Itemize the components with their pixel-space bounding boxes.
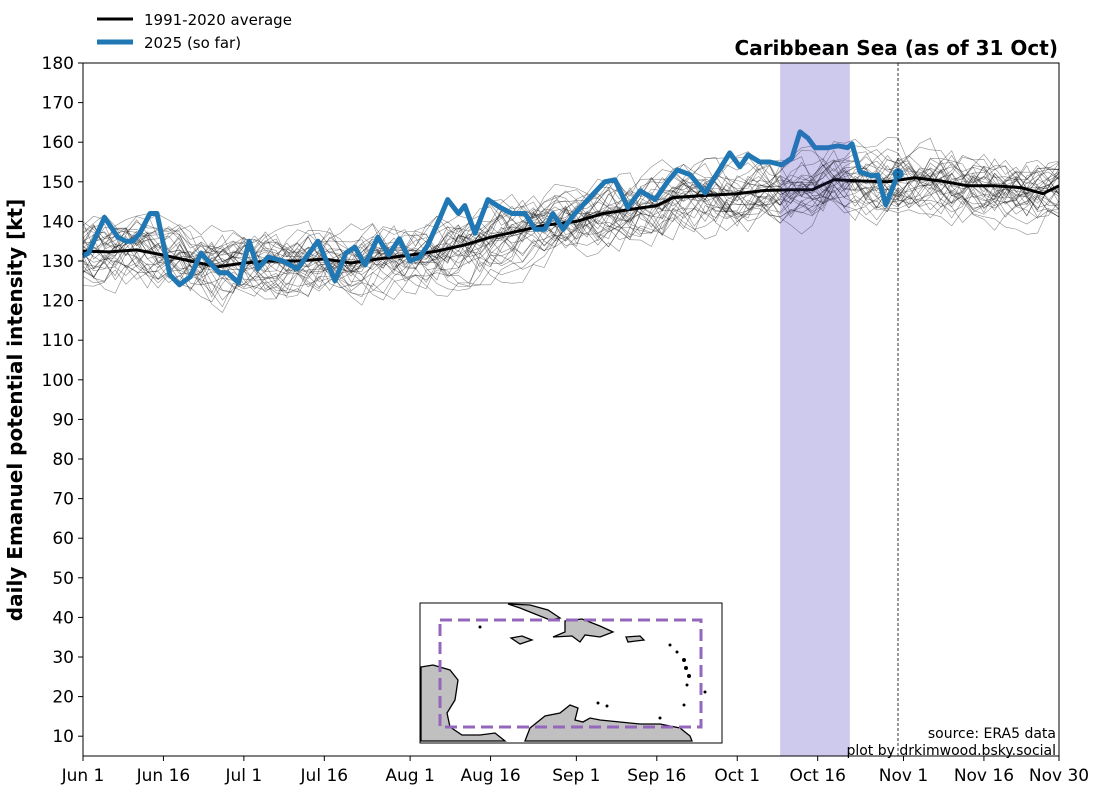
y-tick-label: 170	[42, 94, 74, 114]
x-tick-label: Aug 16	[460, 766, 520, 786]
ensemble-lines	[82, 137, 1060, 313]
y-tick-label: 50	[52, 569, 74, 589]
x-tick-label: Oct 16	[789, 766, 845, 786]
plot-frame	[82, 62, 1060, 757]
x-tick-label: Nov 1	[879, 766, 928, 786]
y-tick-label: 70	[52, 490, 74, 510]
land-hispaniola	[552, 618, 615, 643]
legend-label-2025: 2025 (so far)	[144, 34, 241, 52]
land-jamaica	[509, 635, 534, 645]
x-tick-label: Jun 16	[136, 766, 191, 786]
x-tick-label: Oct 1	[714, 766, 760, 786]
y-tick-label: 140	[42, 212, 74, 232]
land-south-america	[524, 704, 693, 742]
legend-label-average: 1991-2020 average	[144, 11, 292, 29]
y-tick-label: 10	[52, 727, 74, 747]
ensemble-year-line	[82, 177, 1060, 293]
ensemble-year-line	[82, 154, 1060, 268]
ensemble-year-line	[82, 177, 1060, 313]
y-tick-label: 120	[42, 292, 74, 312]
highlight-span-tint	[780, 63, 850, 756]
y-tick-label: 150	[42, 173, 74, 193]
y-tick-label: 80	[52, 450, 74, 470]
source-annotation: source: ERA5 data	[928, 726, 1056, 742]
x-tick-label: Nov 16	[954, 766, 1014, 786]
ensemble-year-line	[82, 179, 1060, 301]
y-tick-label: 20	[52, 688, 74, 708]
y-tick-label: 90	[52, 410, 74, 430]
x-tick-label: Nov 30	[1029, 766, 1089, 786]
x-tick-label: Jun 1	[61, 766, 105, 786]
x-tick-label: Aug 1	[385, 766, 434, 786]
average-line	[82, 176, 1060, 269]
y-tick-label: 110	[42, 331, 74, 351]
inset-map	[419, 602, 723, 744]
y-axis-label: daily Emanuel potential intensity [kt]	[3, 199, 27, 621]
region-box	[438, 618, 703, 729]
ensemble-year-line	[82, 146, 1060, 272]
ensemble-year-line	[82, 175, 1060, 306]
legend: 1991-2020 average 2025 (so far)	[97, 11, 292, 52]
y-tick-label: 40	[52, 608, 74, 628]
y-tick-label: 100	[42, 371, 74, 391]
ensemble-year-line	[82, 181, 1060, 303]
y-tick-label: 30	[52, 648, 74, 668]
y-tick-label: 130	[42, 252, 74, 272]
x-tick-label: Sep 1	[552, 766, 600, 786]
y-tick-label: 160	[42, 133, 74, 153]
chart-title: Caribbean Sea (as of 31 Oct)	[735, 36, 1058, 60]
y-tick-label: 180	[42, 54, 74, 74]
ensemble-year-line	[82, 137, 1060, 268]
year-2025-line	[81, 129, 901, 288]
ensemble-year-line	[82, 165, 1060, 286]
credit-annotation: plot by drkimwood.bsky.social	[846, 743, 1056, 759]
x-tick-label: Sep 16	[627, 766, 686, 786]
x-tick-label: Jul 1	[225, 766, 263, 786]
y-tick-label: 60	[52, 529, 74, 549]
land-puerto-rico	[625, 635, 646, 643]
ensemble-year-line	[82, 177, 1060, 308]
ensemble-year-line	[82, 181, 1060, 298]
ensemble-year-line	[82, 150, 1060, 275]
ensemble-year-line	[82, 167, 1060, 298]
x-tick-label: Jul 16	[300, 766, 349, 786]
